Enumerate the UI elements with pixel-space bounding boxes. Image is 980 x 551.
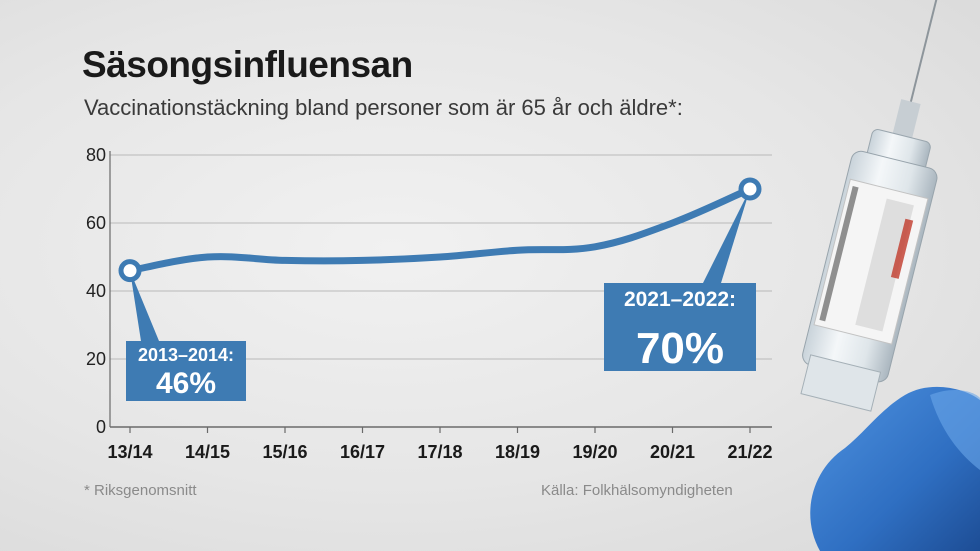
x-tick-label: 21/22 <box>727 442 772 462</box>
chart-subtitle: Vaccinationstäckning bland personer som … <box>84 95 683 120</box>
y-tick-label: 60 <box>86 213 106 233</box>
callout-value: 70% <box>636 324 724 373</box>
y-tick-label: 20 <box>86 349 106 369</box>
callout-label: 2013–2014: <box>138 345 234 365</box>
callout-label: 2021–2022: <box>624 288 736 311</box>
x-tick-label: 18/19 <box>495 442 540 462</box>
x-tick-label: 13/14 <box>107 442 152 462</box>
x-tick-label: 19/20 <box>572 442 617 462</box>
x-tick-label: 20/21 <box>650 442 695 462</box>
x-tick-label: 16/17 <box>340 442 385 462</box>
data-point-marker <box>118 259 142 283</box>
y-tick-label: 0 <box>96 417 106 437</box>
callout-box <box>126 341 246 401</box>
y-tick-label: 40 <box>86 281 106 301</box>
footnote: * Riksgenomsnitt <box>84 482 197 499</box>
callout-pointer <box>703 189 750 283</box>
chart-title: Säsongsinfluensan <box>82 44 413 85</box>
x-tick-label: 14/15 <box>185 442 230 462</box>
y-tick-label: 80 <box>86 145 106 165</box>
callout-pointer <box>130 270 159 341</box>
series-line <box>126 185 754 275</box>
data-point-marker <box>738 177 762 201</box>
callout-value: 46% <box>156 367 216 400</box>
source-credit: Källa: Folkhälsomyndigheten <box>541 482 733 499</box>
x-tick-label: 17/18 <box>417 442 462 462</box>
callout-box <box>604 283 756 371</box>
x-tick-label: 15/16 <box>262 442 307 462</box>
